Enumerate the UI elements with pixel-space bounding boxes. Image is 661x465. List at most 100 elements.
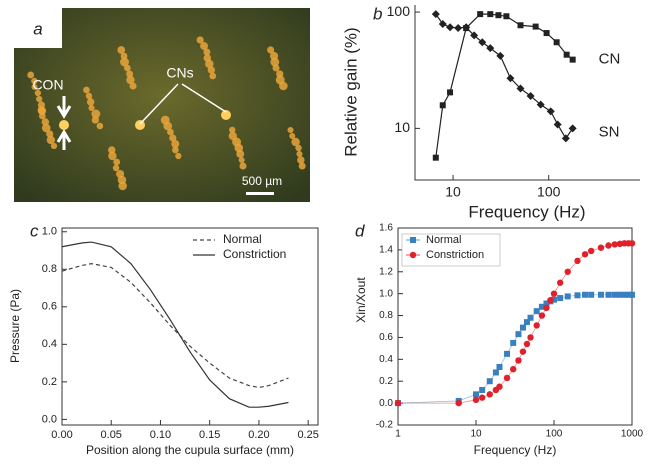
cell [46,135,56,145]
marker [536,100,545,109]
x-tick-label: 0.05 [101,429,122,441]
marker [568,124,577,133]
marker [503,374,511,382]
plot-frame [397,227,633,426]
panel-label: b [373,4,382,23]
cell [126,70,134,78]
y-tick-label: 0.0 [379,398,393,409]
y-tick-label: 0.4 [42,338,57,350]
y-tick-label: 1.6 [379,223,393,234]
series-line [61,241,289,408]
marker [543,300,550,307]
marker [523,340,531,348]
x-axis-label: Frequency (Hz) [468,202,585,221]
cell [272,64,280,72]
micrograph-cells [27,36,306,191]
x-tick-label: 10 [445,183,461,199]
panel-label: d [355,221,365,240]
marker [581,251,589,258]
marker [432,154,439,161]
marker [551,296,557,303]
marker [538,312,546,319]
cell [118,181,127,191]
x-tick-label: 1 [395,429,401,440]
cell [196,36,204,44]
marker [472,396,480,404]
marker [486,391,493,398]
neuromast [221,110,231,120]
cell [238,156,245,164]
y-tick-label: 0.2 [379,376,393,387]
cell [27,71,35,79]
cell [203,48,211,56]
legend-marker [409,251,417,259]
neuromast [59,120,69,130]
marker [543,304,550,312]
marker [394,399,402,407]
x-tick-label: 100 [537,183,561,199]
series-line [61,263,289,389]
cell [31,77,38,85]
series-label: SN [599,123,620,140]
cell [287,126,294,134]
annotation: CNs [166,65,193,81]
cell [108,151,117,161]
marker [597,291,604,298]
marker [496,363,503,370]
marker [496,51,505,60]
marker [479,386,486,393]
marker [517,22,524,29]
marker [625,291,632,298]
marker [564,268,571,275]
cell [34,89,42,97]
annotation: CON [32,77,63,93]
micrograph-panel: a CON CNs 500 µm [14,8,310,202]
cell [209,72,217,80]
marker [588,291,595,298]
marker [629,291,635,298]
marker [439,102,446,109]
series-label: CN [599,51,621,68]
marker [504,350,511,357]
legend-box [401,233,501,267]
marker [477,11,484,18]
marker [503,13,510,20]
cell [50,142,58,150]
x-tick-label: 100 [546,429,563,440]
x-tick-label: 0.25 [297,429,318,441]
cell [171,140,180,148]
y-tick-label: 1.0 [42,226,57,238]
marker [533,308,540,315]
panel-label: a [33,19,42,38]
marker [553,39,560,46]
y-tick-label: 0.8 [379,310,393,321]
series-line [398,242,632,404]
marker [605,291,612,298]
marker [574,257,581,265]
y-tick-label: 0.4 [379,354,393,365]
series-line [435,13,574,158]
y-tick-label: 100 [387,3,411,19]
x-tick-label: 0.10 [150,429,171,441]
y-tick-label: 0.0 [42,413,57,425]
y-tick-label: 10 [394,119,410,135]
cell [200,42,209,50]
marker [553,120,562,129]
cell [46,130,54,138]
marker [611,291,618,298]
marker [496,383,503,390]
marker [616,291,623,298]
scale-bar-label: 500 µm [242,174,282,188]
y-tick-label: 1.0 [379,288,393,299]
marker [492,369,499,376]
marker [563,51,570,58]
marker [628,240,636,247]
cell [270,57,280,67]
cell [297,156,305,164]
legend-label: Constriction [223,247,286,261]
marker [516,84,525,93]
x-axis-label: Frequency (Hz) [474,443,557,457]
y-tick-label: 0.6 [42,301,57,313]
legend-marker [410,237,416,243]
